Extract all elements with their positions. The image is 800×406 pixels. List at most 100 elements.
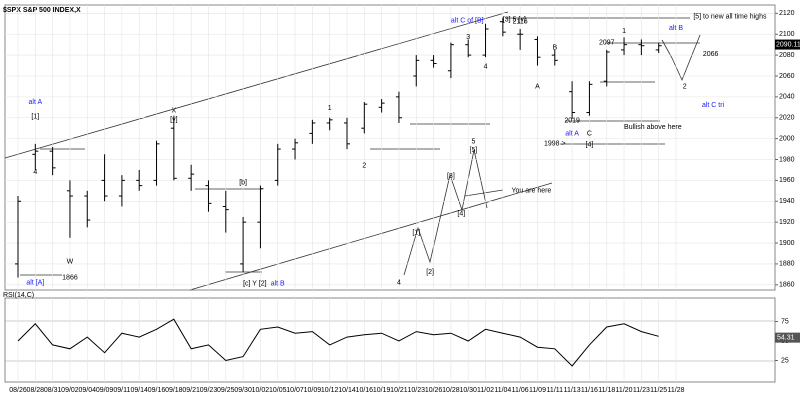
wave-label: [3] 5 [v] <box>503 16 526 23</box>
y-tick-label: 75 <box>781 318 789 325</box>
x-tick-label: 08/28 <box>27 387 45 394</box>
wave-label: W <box>67 259 74 266</box>
x-tick-label: 11/09 <box>529 387 546 394</box>
wave-label: [5] to new all time highs <box>693 13 767 20</box>
wave-label: A <box>535 83 540 90</box>
x-tick-label: 11/20 <box>616 387 633 394</box>
wave-label: alt [A] <box>26 280 44 287</box>
x-tick-label: 11/13 <box>564 387 581 394</box>
wave-label: 2116 <box>513 19 528 26</box>
x-tick-label: 11/18 <box>598 387 615 394</box>
y-tick-label: 1960 <box>779 177 795 184</box>
wave-label: C <box>587 130 592 137</box>
wave-label: B <box>552 45 557 52</box>
x-tick-label: 09/11 <box>113 387 130 394</box>
x-tick-label: 11/02 <box>477 387 494 394</box>
x-tick-label: 10/21 <box>390 387 408 394</box>
y-tick-label: 1940 <box>779 198 795 205</box>
last-price-box <box>775 39 800 50</box>
wave-label: 2066 <box>703 51 719 58</box>
x-tick-label: 10/23 <box>407 387 425 394</box>
wave-label: 1998 > <box>544 141 566 148</box>
wave-label: [b] <box>239 179 247 186</box>
wave-label: alt B <box>271 281 285 288</box>
wave-label: alt A <box>29 99 43 106</box>
y-tick-label: 2100 <box>779 31 795 38</box>
wave-label: [1] <box>31 114 39 121</box>
x-tick-label: 11/28 <box>668 387 685 394</box>
wave-label: 1866 <box>62 274 78 281</box>
wave-label: X <box>172 107 177 114</box>
x-tick-label: 09/02 <box>61 387 79 394</box>
x-tick-label: 10/26 <box>425 387 443 394</box>
rsi-line <box>17 318 659 367</box>
wave-label: alt B <box>669 25 683 32</box>
wave-label: [4] <box>586 142 594 149</box>
x-tick-label: 09/25 <box>217 387 235 394</box>
wave-label: [5] <box>470 147 478 154</box>
last-rsi: 54.31 <box>777 334 795 341</box>
x-tick-label: 09/21 <box>182 387 200 394</box>
y-tick-label: 1980 <box>779 156 795 163</box>
y-tick-label: 2080 <box>779 52 795 59</box>
x-tick-label: 10/19 <box>373 387 391 394</box>
wave-label: Bullish above here <box>624 124 682 131</box>
x-tick-label: 10/14 <box>338 387 356 394</box>
x-tick-label: 09/04 <box>78 387 96 394</box>
wave-label: 2019 <box>564 118 580 125</box>
x-tick-label: 09/09 <box>96 387 114 394</box>
x-tick-label: 10/02 <box>252 387 270 394</box>
wave-label: [y] <box>170 117 177 124</box>
x-tick-label: 09/23 <box>200 387 218 394</box>
wave-label: alt C tri <box>702 102 725 109</box>
y-tick-label: 1900 <box>779 240 795 247</box>
x-tick-label: 10/30 <box>459 387 477 394</box>
upper-trendline <box>4 11 509 159</box>
y-tick-label: 1860 <box>779 282 795 289</box>
x-tick-label: 10/28 <box>442 387 460 394</box>
wave-label: 2 <box>362 163 366 170</box>
x-tick-label: 11/11 <box>547 387 564 394</box>
wave-label: alt C of [B] <box>451 18 484 25</box>
wave-label: [2] <box>426 269 434 276</box>
x-tick-label: 09/16 <box>148 387 166 394</box>
wave-label: 2 <box>683 83 687 90</box>
wave-label: 3 <box>466 34 470 41</box>
wave-label: alt A <box>565 130 579 137</box>
wave-label: [1] <box>412 229 420 236</box>
projection-path <box>661 34 701 82</box>
projection-path <box>403 149 488 276</box>
x-tick-label: 11/04 <box>494 387 511 394</box>
y-tick-label: 2120 <box>779 10 795 17</box>
y-tick-label: 2060 <box>779 73 795 80</box>
x-tick-label: 08/26 <box>9 387 27 394</box>
x-tick-label: 08/31 <box>44 387 62 394</box>
x-tick-label: 09/18 <box>165 387 183 394</box>
x-tick-label: 09/30 <box>234 387 252 394</box>
chart-title: $SPX S&P 500 INDEX,X <box>3 7 81 14</box>
wave-label: 4 <box>397 280 401 287</box>
last-rsi-box <box>775 332 800 343</box>
wave-label: 4 <box>33 169 37 176</box>
wave-label: 4 <box>484 63 488 70</box>
x-tick-label: 11/23 <box>633 387 650 394</box>
x-tick-label: 10/12 <box>321 387 339 394</box>
y-tick-label: 25 <box>781 357 789 364</box>
x-tick-label: 10/07 <box>286 387 304 394</box>
wave-label: [3] <box>447 173 455 180</box>
wave-label: 1 <box>328 105 332 112</box>
x-tick-label: 11/06 <box>512 387 529 394</box>
indicator-name: RSI(14,C) <box>3 292 34 299</box>
wave-label: [c] Y [2] <box>243 281 267 288</box>
wave-label: 1 <box>622 28 626 35</box>
x-tick-label: 11/16 <box>581 387 598 394</box>
x-tick-label: 09/14 <box>130 387 148 394</box>
y-tick-label: 2000 <box>779 135 795 142</box>
wave-label: 5 <box>471 139 475 146</box>
x-tick-label: 11/25 <box>650 387 667 394</box>
y-tick-label: 1920 <box>779 219 795 226</box>
price-panel <box>4 4 776 291</box>
